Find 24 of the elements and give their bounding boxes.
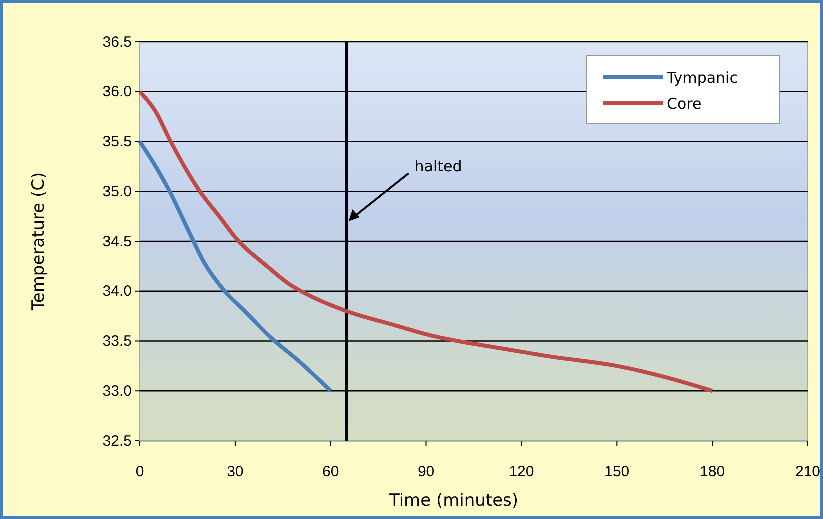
x-axis-title: Time (minutes) [388,491,519,511]
line-series [138,90,715,394]
y-tick-label: 35.5 [102,134,132,151]
x-tick-label: 90 [418,464,435,481]
line-series [138,140,333,394]
x-tick-label: 60 [322,464,340,481]
y-tick-label: 34.0 [102,283,132,300]
legend-label: Tympanic [666,69,738,87]
x-tick-label: 150 [604,464,630,481]
ref-line-label: halted [414,158,462,176]
x-tick-label: 210 [795,464,821,481]
y-tick-label: 36.0 [102,84,132,101]
legend-label: Core [667,95,702,113]
x-tick-label: 180 [700,464,726,481]
y-axis-title: Temperature (C) [29,172,49,312]
y-tick-label: 35.0 [102,183,132,200]
y-tick-label: 36.5 [102,34,132,51]
y-tick-label: 32.5 [102,432,132,450]
y-tick-label: 33.5 [102,333,132,350]
y-tick-label: 34.5 [102,233,132,250]
x-tick-label: 0 [136,464,144,481]
x-tick-label: 120 [509,464,534,481]
x-tick-label: 30 [227,464,244,481]
y-tick-label: 33.0 [102,382,132,400]
